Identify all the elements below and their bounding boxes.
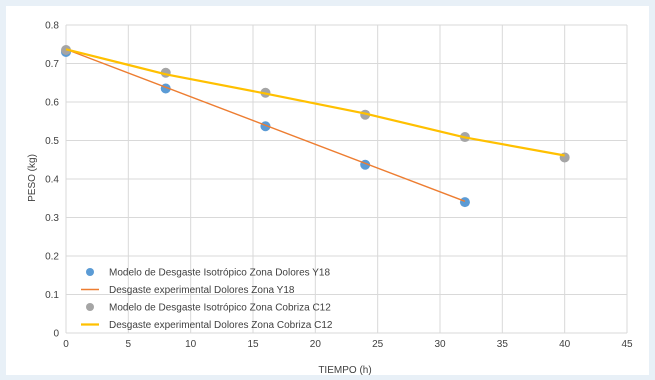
- y-tick-label: 0.2: [45, 252, 59, 263]
- y-tick-label: 0.5: [45, 136, 59, 147]
- x-tick-label: 15: [247, 339, 259, 350]
- legend-label: Desgaste experimental Dolores Zona Y18: [109, 285, 295, 296]
- legend: Modelo de Desgaste Isotrópico Zona Dolor…: [81, 268, 333, 331]
- legend-label: Desgaste experimental Dolores Zona Cobri…: [109, 320, 333, 331]
- y-tick-label: 0.1: [45, 290, 59, 301]
- series-line-4: [65, 48, 565, 157]
- y-tick-label: 0.8: [45, 21, 59, 32]
- y-tick-label: 0.7: [45, 59, 59, 70]
- x-tick-label: 5: [126, 339, 132, 350]
- tick-labels: 0 5 10 15 20 25 30 35 40 45 0 0.1 0.2 0.3 0.4 0.5 0.6 0.7…: [45, 21, 633, 351]
- x-tick-label: 30: [434, 339, 446, 350]
- legend-label: Modelo de Desgaste Isotrópico Zona Cobri…: [109, 303, 331, 314]
- y-tick-label: 0.4: [45, 175, 59, 186]
- grid: [65, 24, 628, 334]
- x-tick-label: 35: [497, 339, 509, 350]
- plot-area: [61, 45, 570, 208]
- x-tick-label: 10: [185, 339, 197, 350]
- chart-frame: 0 5 10 15 20 25 30 35 40 45 0 0.1 0.2 0.3 0.4 0.5 0.6 0.7…: [6, 6, 649, 377]
- series-line-2: [65, 48, 466, 202]
- y-tick-label: 0.3: [45, 213, 59, 224]
- legend-marker-swatch: [86, 268, 94, 276]
- x-tick-label: 45: [621, 339, 633, 350]
- legend-label: Modelo de Desgaste Isotrópico Zona Dolor…: [109, 268, 330, 279]
- y-tick-label: 0: [53, 329, 59, 340]
- data-point-series-1: [459, 197, 470, 208]
- x-tick-label: 0: [63, 339, 69, 350]
- x-tick-label: 20: [310, 339, 322, 350]
- x-tick-label: 25: [372, 339, 384, 350]
- chart: 0 5 10 15 20 25 30 35 40 45 0 0.1 0.2 0.3 0.4 0.5 0.6 0.7…: [27, 21, 633, 377]
- legend-marker-swatch: [86, 303, 94, 311]
- y-axis-title: PESO (kg): [27, 154, 38, 202]
- x-axis-title: TIEMPO (h): [318, 365, 371, 375]
- y-tick-label: 0.6: [45, 98, 59, 109]
- x-tick-label: 40: [559, 339, 571, 350]
